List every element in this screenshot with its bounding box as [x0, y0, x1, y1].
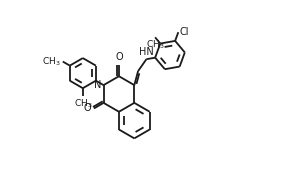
Text: CH$_3$: CH$_3$	[42, 55, 61, 68]
Text: CH$_3$: CH$_3$	[146, 39, 165, 51]
Text: O: O	[115, 52, 123, 62]
Text: N: N	[94, 80, 101, 90]
Text: O: O	[83, 103, 91, 113]
Text: Cl: Cl	[180, 27, 189, 37]
Text: CH$_3$: CH$_3$	[74, 98, 92, 110]
Text: HN: HN	[139, 47, 153, 57]
